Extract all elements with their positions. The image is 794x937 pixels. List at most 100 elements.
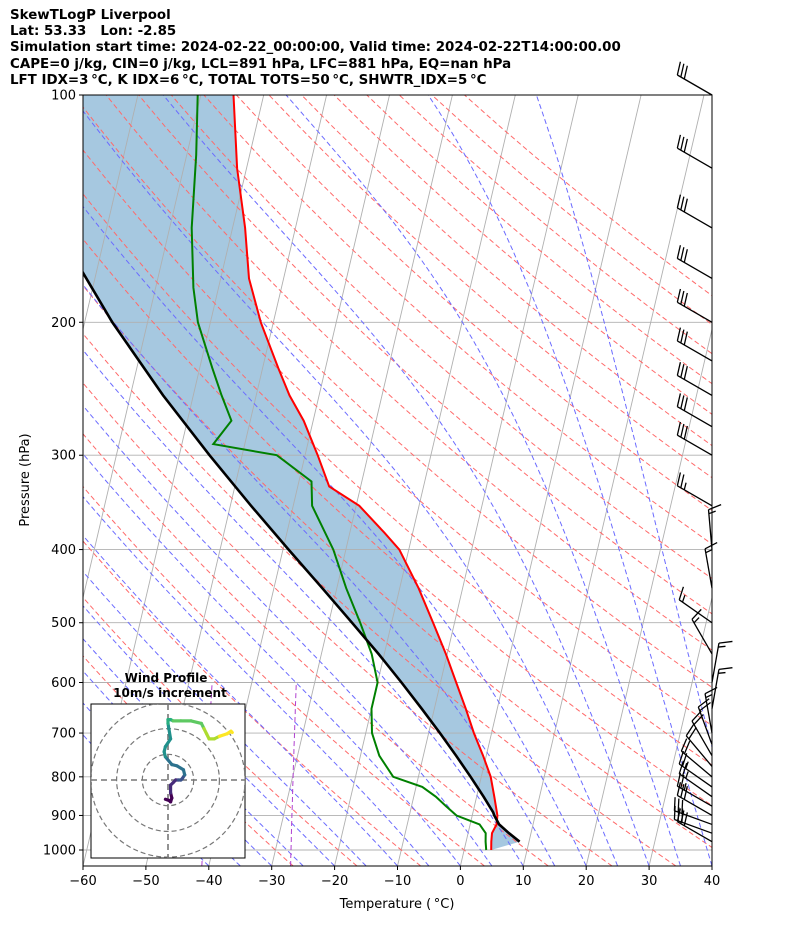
wind-barb-shaft	[677, 301, 713, 323]
wind-barb-flag	[676, 61, 682, 76]
wind-barb-shaft	[674, 810, 713, 826]
wind-barb-flag	[680, 423, 685, 438]
x-tick-label: 30	[641, 874, 658, 889]
wind-barb-flag	[676, 194, 682, 209]
hodograph-subtitle: 10m/s increment	[113, 686, 227, 700]
wind-barb	[676, 782, 713, 817]
wind-barbs	[673, 61, 733, 843]
x-tick-label: 20	[578, 874, 595, 889]
moist-adiabat	[83, 495, 430, 866]
wind-barb-flag	[683, 786, 688, 800]
wind-barb-flag	[676, 782, 682, 796]
time-line: Simulation start time: 2024-02-22_00:00:…	[10, 40, 621, 56]
wind-barb	[676, 327, 713, 362]
wind-barb	[685, 724, 713, 767]
wind-barb-flag	[688, 727, 697, 740]
wind-barb-halfflag	[683, 782, 687, 791]
wind-barb-shaft	[678, 599, 713, 624]
wind-barb-shaft	[704, 693, 713, 734]
wind-barb-shaft	[677, 257, 713, 280]
dry-adiabat	[105, 95, 712, 651]
x-tick-label: −30	[258, 874, 285, 889]
wind-barb-flag	[683, 740, 691, 754]
dry-adiabat	[83, 238, 712, 807]
isotherm-line	[648, 595, 712, 866]
x-axis-ticks: −60 −50 −40 −30 −20 −10 0 10 20 30 40	[69, 866, 720, 889]
isotherm-line	[334, 95, 516, 866]
wind-barb-flag	[680, 474, 685, 488]
wind-barb	[691, 608, 713, 655]
wind-barb-halfflag	[685, 761, 689, 769]
wind-barb-shaft	[711, 669, 720, 709]
x-tick-label: 0	[456, 874, 464, 889]
dry-adiabat	[268, 95, 712, 479]
wind-barb	[676, 393, 713, 428]
wind-barb	[678, 760, 713, 798]
dry-adiabat	[83, 596, 358, 866]
wind-barb-flag	[680, 395, 685, 409]
x-tick-label: −40	[195, 874, 222, 889]
isotherm-line	[83, 95, 202, 600]
wind-barb-flag	[718, 667, 733, 671]
moist-adiabat	[162, 95, 650, 866]
wind-barb-shaft	[677, 74, 713, 96]
wind-barb-flag	[683, 366, 688, 380]
wind-barb-shaft	[678, 773, 713, 798]
wind-barb-flag	[676, 472, 682, 486]
dry-adiabat	[83, 149, 712, 727]
mixing-ratio-line	[290, 682, 297, 866]
wind-barb	[678, 586, 713, 624]
moist-adiabat	[83, 638, 304, 866]
wind-barb-shaft	[677, 485, 713, 507]
wind-barb	[676, 362, 713, 397]
wind-barb-shaft	[704, 548, 713, 589]
wind-barb-flag	[680, 329, 685, 344]
x-tick-label: 40	[704, 874, 721, 889]
x-axis-label: Temperature ( °C)	[339, 897, 455, 912]
wind-barb-shaft	[711, 643, 720, 683]
parcel-line	[83, 270, 521, 843]
wind-barb-flag	[683, 198, 688, 213]
isotherm-line	[271, 95, 453, 866]
wind-barb	[676, 134, 713, 169]
wind-barb	[697, 698, 713, 745]
wind-barb-flag	[680, 196, 685, 211]
wind-barb-flag	[691, 608, 702, 620]
wind-barb-flag	[680, 784, 685, 798]
x-tick-label: −10	[384, 874, 411, 889]
wind-barb-shaft	[677, 434, 713, 456]
chart-header: SkewTLogP Liverpool Lat: 53.33 Lon: -2.8…	[10, 8, 621, 89]
wind-barb-flag	[676, 362, 682, 376]
hodograph-segment	[163, 755, 174, 767]
isotherm-line	[711, 864, 712, 866]
dry-adiabat	[138, 95, 712, 615]
moist-adiabat	[83, 205, 587, 866]
dry-adiabat	[236, 95, 712, 512]
x-tick-label: −60	[69, 874, 96, 889]
dry-adiabat	[83, 106, 712, 688]
hodograph-segment	[166, 721, 173, 741]
isotherm-line	[585, 327, 712, 866]
title-line: SkewTLogP Liverpool	[10, 8, 171, 23]
y-axis-label: Pressure (hPa)	[18, 433, 33, 526]
wind-barb-flag	[681, 762, 688, 777]
wind-barb-flag	[678, 750, 685, 765]
moist-adiabat	[83, 605, 335, 866]
moist-adiabat	[285, 95, 681, 866]
wind-barb-flag	[691, 710, 702, 722]
wind-barb-shaft	[691, 619, 713, 655]
hodograph-plot	[91, 704, 245, 858]
y-tick-label: 700	[51, 727, 76, 742]
wind-barb-shaft	[677, 147, 713, 169]
isotherm-line	[0, 95, 75, 866]
wind-barb	[676, 421, 713, 456]
wind-barb-halfflag	[705, 548, 713, 554]
x-tick-label: −20	[321, 874, 348, 889]
wind-barb-shaft	[707, 509, 713, 550]
wind-barb-flag	[681, 799, 684, 814]
wind-barb-shaft	[677, 821, 713, 843]
moist-adiabat	[427, 95, 712, 866]
isotherm-lines	[0, 95, 712, 866]
wind-barb-flag	[697, 698, 710, 708]
